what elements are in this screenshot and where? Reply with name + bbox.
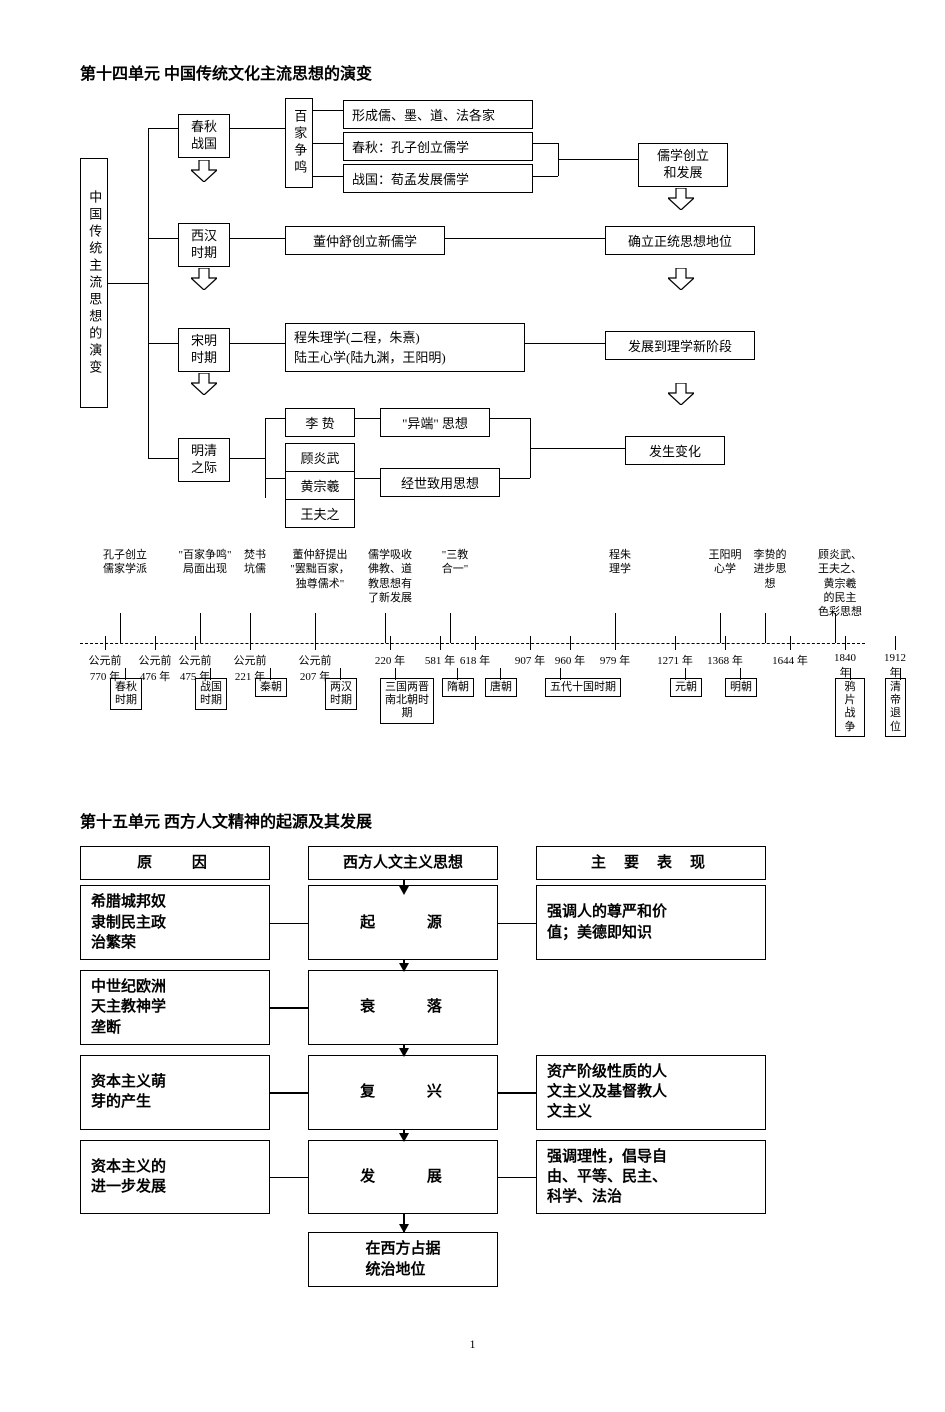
- timeline-era: 战国 时期: [195, 678, 227, 710]
- row4-mid: 发 展: [308, 1140, 498, 1215]
- hollow-arrow-icon: [668, 383, 694, 405]
- p1-item-c: 战国：荀孟发展儒学: [343, 164, 533, 193]
- timeline-tick: [390, 636, 391, 650]
- period-xihan: 西汉 时期: [178, 223, 230, 267]
- timeline-annotation: "三教 合一": [425, 548, 485, 577]
- timeline-tick: [790, 636, 791, 650]
- timeline-tick: [845, 636, 846, 650]
- timeline-tick: [475, 636, 476, 650]
- baijia-node: 百家争鸣: [285, 98, 313, 188]
- timeline-era: 清帝 退位: [885, 678, 906, 737]
- p4-guyanwu: 顾炎武: [285, 443, 355, 472]
- timeline-annotation: 程朱 理学: [590, 548, 650, 577]
- page-number: 1: [80, 1337, 865, 1352]
- timeline-era: 明朝: [725, 678, 757, 697]
- timeline-tick: [530, 636, 531, 650]
- timeline-tick: [675, 636, 676, 650]
- header-left: 原 因: [80, 846, 270, 880]
- timeline-year: 581 年: [425, 652, 455, 668]
- timeline-year: 公元前 476 年: [139, 652, 172, 684]
- hollow-arrow-icon: [668, 268, 694, 290]
- timeline-year: 960 年: [555, 652, 585, 668]
- timeline-year: 1840 年: [834, 652, 856, 680]
- timeline-annotation: 李贽的 进步思 想: [740, 548, 800, 591]
- timeline-tick: [895, 636, 896, 650]
- p3-right: 发展到理学新阶段: [605, 331, 755, 360]
- timeline-era: 两汉 时期: [325, 678, 357, 710]
- timeline-year: 1912 年: [884, 652, 906, 680]
- timeline-era: 三国两晋 南北朝时 期: [380, 678, 434, 724]
- timeline-year: 1271 年: [657, 652, 693, 668]
- p4-lizhi-tag: "异端" 思想: [380, 408, 490, 437]
- timeline-annotation: 儒学吸收 佛教、道 教思想有 了新发展: [360, 548, 420, 605]
- row1-left: 希腊城邦奴 隶制民主政 治繁荣: [80, 885, 270, 960]
- timeline-annotation: 焚书 坑儒: [225, 548, 285, 577]
- timeline-tick: [440, 636, 441, 650]
- p4-lizhi: 李 贽: [285, 408, 355, 437]
- timeline-era: 隋朝: [442, 678, 474, 697]
- row4-left: 资本主义的 进一步发展: [80, 1140, 270, 1215]
- row2-mid: 衰 落: [308, 970, 498, 1045]
- p4-wangfuzhi: 王夫之: [285, 500, 355, 528]
- timeline-era: 唐朝: [485, 678, 517, 697]
- row2-left: 中世纪欧洲 天主教神学 垄断: [80, 970, 270, 1045]
- p2-item: 董仲舒创立新儒学: [285, 226, 445, 255]
- header-mid: 西方人文主义思想: [308, 846, 498, 880]
- timeline-year: 979 年: [600, 652, 630, 668]
- unit15-title: 第十五单元 西方人文精神的起源及其发展: [80, 808, 865, 832]
- timeline: 公元前 770 年公元前 476 年公元前 475 年公元前 221 年公元前 …: [80, 528, 865, 748]
- unit14-flowchart: 中国传统主流思想的演变 春秋 战国 西汉 时期 宋明 时期 明清 之际 百家争鸣…: [80, 98, 865, 518]
- baijia-label: 百家争鸣: [290, 107, 308, 179]
- timeline-tick: [155, 636, 156, 650]
- timeline-year: 220 年: [375, 652, 405, 668]
- root-label: 中国传统主流思想的演变: [85, 167, 103, 399]
- p2-right: 确立正统思想地位: [605, 226, 755, 255]
- p4-huangzongxi: 黄宗羲: [285, 472, 355, 500]
- unit15: 第十五单元 西方人文精神的起源及其发展 原 因 西方人文主义思想 主要表现 希腊…: [80, 808, 865, 1287]
- timeline-year: 907 年: [515, 652, 545, 668]
- timeline-annotation: 孔子创立 儒家学派: [95, 548, 155, 577]
- row3-left: 资本主义萌 芽的产生: [80, 1055, 270, 1130]
- row1-right: 强调人的尊严和价 值；美德即知识: [536, 885, 766, 960]
- timeline-era: 秦朝: [255, 678, 287, 697]
- timeline-era: 鸦片 战争: [835, 678, 865, 737]
- hollow-arrow-icon: [191, 373, 217, 395]
- timeline-era: 春秋 时期: [110, 678, 142, 710]
- hollow-arrow-icon: [668, 188, 694, 210]
- timeline-tick: [195, 636, 196, 650]
- row4-right: 强调理性，倡导自 由、平等、民主、 科学、法治: [536, 1140, 766, 1215]
- timeline-annotation: 董仲舒提出 "罢黜百家， 独尊儒术": [290, 548, 350, 591]
- p4-group-tag: 经世致用思想: [380, 468, 500, 497]
- final-box: 在西方占据 统治地位: [308, 1232, 498, 1287]
- timeline-era: 五代十国时期: [545, 678, 621, 697]
- timeline-year: 618 年: [460, 652, 490, 668]
- hollow-arrow-icon: [191, 268, 217, 290]
- row3-mid: 复 兴: [308, 1055, 498, 1130]
- timeline-era: 元朝: [670, 678, 702, 697]
- timeline-tick: [105, 636, 106, 650]
- p1-right: 儒学创立 和发展: [638, 143, 728, 187]
- row1-mid: 起 源: [308, 885, 498, 960]
- p4-right: 发生变化: [625, 436, 725, 465]
- p1-item-a: 形成儒、墨、道、法各家: [343, 100, 533, 129]
- period-mingqing: 明清 之际: [178, 438, 230, 482]
- p3-item: 程朱理学(二程，朱熹) 陆王心学(陆九渊，王阳明): [285, 323, 525, 372]
- timeline-tick: [570, 636, 571, 650]
- unit14-title: 第十四单元 中国传统文化主流思想的演变: [80, 60, 865, 84]
- header-right: 主要表现: [536, 846, 766, 880]
- timeline-year: 1368 年: [707, 652, 743, 668]
- timeline-tick: [725, 636, 726, 650]
- hollow-arrow-icon: [191, 160, 217, 182]
- period-songming: 宋明 时期: [178, 328, 230, 372]
- period-chunqiu: 春秋 战国: [178, 114, 230, 158]
- timeline-annotation: 顾炎武、 王夫之、 黄宗羲 的民主 色彩思想: [810, 548, 870, 619]
- row3-right: 资产阶级性质的人 文主义及基督教人 文主义: [536, 1055, 766, 1130]
- root-node: 中国传统主流思想的演变: [80, 158, 108, 408]
- timeline-year: 1644 年: [772, 652, 808, 668]
- p1-item-b: 春秋：孔子创立儒学: [343, 132, 533, 161]
